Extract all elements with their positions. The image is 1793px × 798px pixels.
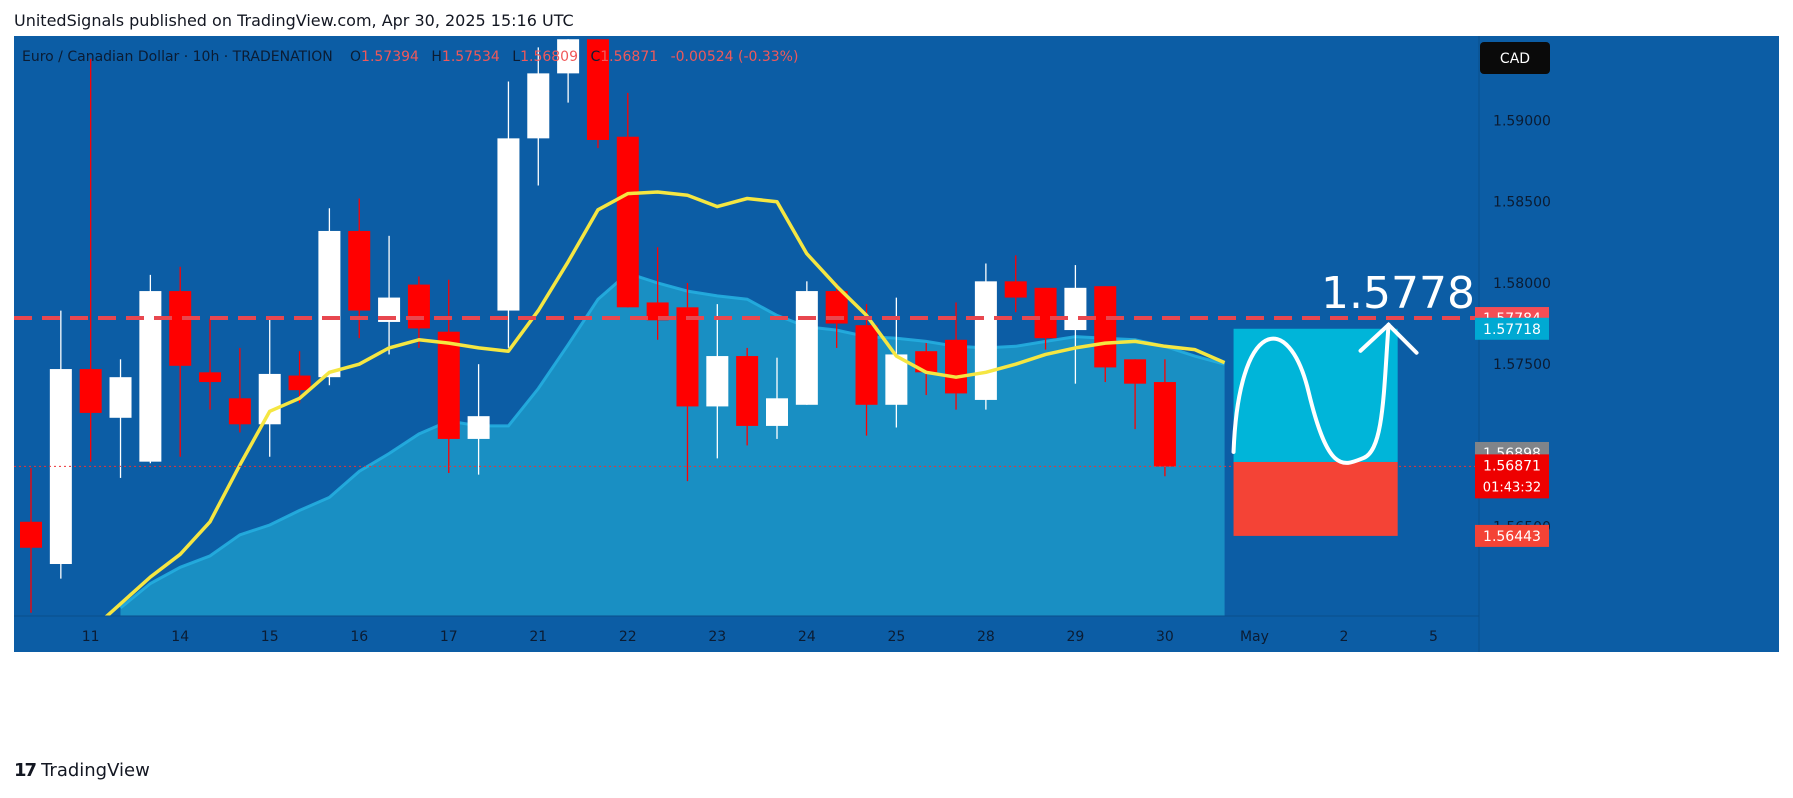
candle-body[interactable] bbox=[1153, 382, 1176, 467]
candle-body[interactable] bbox=[915, 351, 938, 373]
y-tick-label: 1.57500 bbox=[1493, 357, 1551, 373]
candle-body[interactable] bbox=[169, 291, 192, 366]
x-tick-label: 11 bbox=[82, 629, 100, 645]
candle-body[interactable] bbox=[825, 291, 848, 324]
candle-body[interactable] bbox=[1004, 281, 1027, 298]
x-tick-label: 30 bbox=[1156, 629, 1174, 645]
candle-body[interactable] bbox=[258, 373, 281, 425]
x-tick-label: May bbox=[1240, 629, 1269, 645]
y-tick-label: 1.58000 bbox=[1493, 276, 1551, 292]
countdown-text: 01:43:32 bbox=[1483, 480, 1541, 495]
price-label-tag bbox=[1475, 317, 1549, 340]
y-tick-label: 1.59000 bbox=[1493, 113, 1551, 129]
candle-body[interactable] bbox=[974, 281, 997, 400]
candle-body[interactable] bbox=[407, 284, 430, 329]
symbol-label: Euro / Canadian Dollar · 10h · TRADENATI… bbox=[22, 49, 333, 65]
candle-body[interactable] bbox=[109, 377, 132, 418]
x-tick-label: 5 bbox=[1429, 629, 1438, 645]
high-label: H bbox=[431, 49, 442, 65]
candle-body[interactable] bbox=[945, 339, 968, 394]
currency-badge[interactable] bbox=[1480, 42, 1550, 74]
ohlc-readout: O1.57394 H1.57534 L1.56809 C1.56871 -0.0… bbox=[350, 49, 798, 65]
candle-body[interactable] bbox=[616, 136, 639, 308]
x-tick-label: 23 bbox=[708, 629, 726, 645]
price-label-text: 1.56871 bbox=[1483, 458, 1541, 474]
target-zone[interactable] bbox=[1233, 328, 1398, 462]
x-tick-label: 17 bbox=[440, 629, 458, 645]
price-label-tag bbox=[1475, 454, 1549, 499]
candle-body[interactable] bbox=[1094, 286, 1117, 368]
change-value: -0.00524 (-0.33%) bbox=[671, 49, 799, 65]
projected-path bbox=[1231, 322, 1391, 465]
open-value: 1.57394 bbox=[361, 49, 419, 65]
y-tick-label: 1.58500 bbox=[1493, 195, 1551, 211]
x-tick-label: 15 bbox=[261, 629, 279, 645]
candle-body[interactable] bbox=[855, 325, 878, 405]
candle-body[interactable] bbox=[199, 372, 222, 383]
candle-body[interactable] bbox=[706, 356, 729, 407]
candle-body[interactable] bbox=[497, 138, 520, 311]
candle-body[interactable] bbox=[795, 291, 818, 405]
price-annotation: 1.5778 bbox=[1321, 268, 1475, 319]
candle-body[interactable] bbox=[318, 230, 341, 378]
candle-body[interactable] bbox=[527, 73, 550, 139]
candle-body[interactable] bbox=[348, 230, 371, 311]
close-value: 1.56871 bbox=[600, 49, 658, 65]
slow-ma-line bbox=[119, 271, 1225, 610]
fast-ma-line bbox=[104, 190, 1226, 616]
currency-badge-label: CAD bbox=[1500, 51, 1530, 67]
candle-body[interactable] bbox=[79, 369, 102, 413]
candle-body[interactable] bbox=[676, 307, 699, 407]
stop-zone[interactable] bbox=[1233, 461, 1398, 536]
x-tick-label: 21 bbox=[529, 629, 547, 645]
high-value: 1.57534 bbox=[442, 49, 500, 65]
price-label-text: 1.57718 bbox=[1483, 322, 1541, 338]
close-label: C bbox=[590, 49, 600, 65]
candle-body[interactable] bbox=[1124, 359, 1147, 384]
open-label: O bbox=[350, 49, 361, 65]
brand-label: TradingView bbox=[41, 760, 150, 781]
candle-body[interactable] bbox=[557, 39, 580, 74]
low-value: 1.56809 bbox=[520, 49, 578, 65]
x-tick-label: 16 bbox=[350, 629, 368, 645]
candle-body[interactable] bbox=[139, 291, 162, 462]
price-label-tag bbox=[1475, 524, 1549, 547]
low-label: L bbox=[512, 49, 520, 65]
candle-body[interactable] bbox=[288, 375, 311, 391]
published-caption: UnitedSignals published on TradingView.c… bbox=[14, 11, 574, 30]
candle-body[interactable] bbox=[228, 398, 251, 425]
x-tick-label: 25 bbox=[887, 629, 905, 645]
price-label-text: 1.56443 bbox=[1483, 529, 1541, 545]
tradingview-brand[interactable]: 17 TradingView bbox=[14, 760, 150, 781]
candle-body[interactable] bbox=[467, 416, 490, 439]
arrow-up-icon bbox=[1358, 321, 1419, 355]
x-tick-label: 14 bbox=[171, 629, 189, 645]
candle-body[interactable] bbox=[1064, 287, 1087, 331]
tradingview-logo-icon: 17 bbox=[14, 760, 37, 781]
x-tick-label: 28 bbox=[977, 629, 995, 645]
candle-body[interactable] bbox=[766, 398, 788, 426]
x-tick-label: 29 bbox=[1066, 629, 1084, 645]
candle-body[interactable] bbox=[20, 521, 42, 548]
candle-body[interactable] bbox=[1034, 287, 1057, 339]
x-tick-label: 22 bbox=[619, 629, 637, 645]
x-tick-label: 2 bbox=[1339, 629, 1348, 645]
candle-body[interactable] bbox=[378, 297, 401, 322]
candle-body[interactable] bbox=[646, 302, 669, 321]
candle-body[interactable] bbox=[736, 356, 759, 426]
candle-body[interactable] bbox=[586, 39, 609, 140]
candle-body[interactable] bbox=[885, 354, 908, 405]
x-tick-label: 24 bbox=[798, 629, 816, 645]
candle-body[interactable] bbox=[437, 331, 460, 439]
